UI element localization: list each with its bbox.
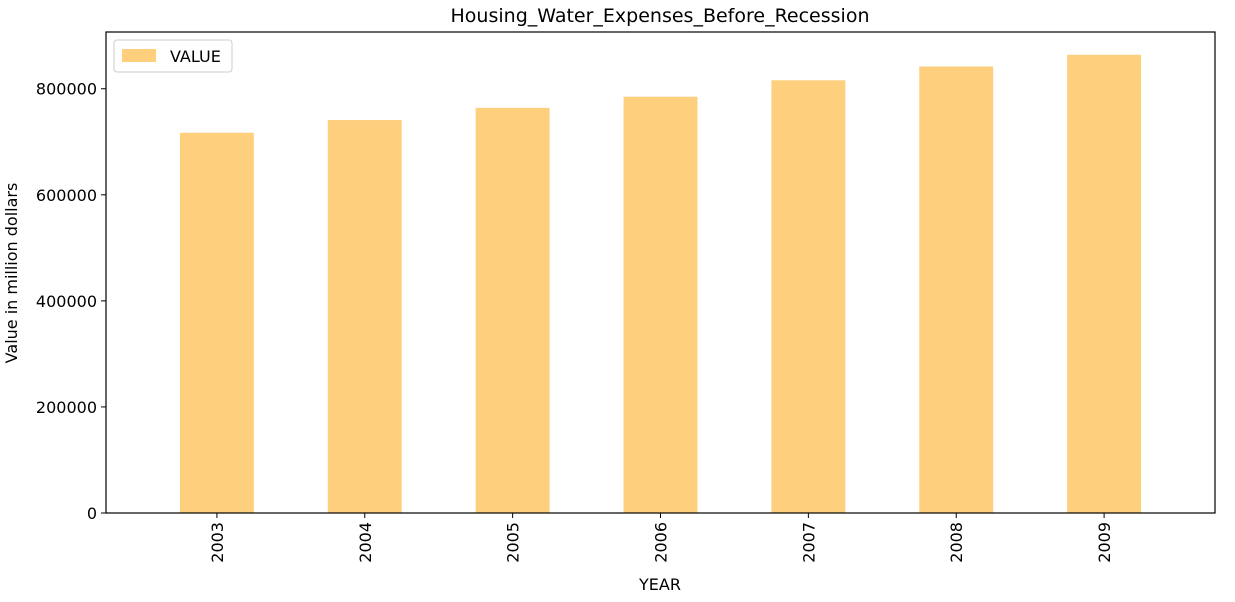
- bar-2008: [919, 66, 994, 514]
- bar-2007: [771, 80, 846, 513]
- x-tick-label: 2005: [504, 522, 523, 563]
- y-axis-label: Value in million dollars: [2, 183, 21, 364]
- x-tick-label: 2009: [1095, 522, 1114, 563]
- bar-2003: [179, 132, 254, 513]
- legend-label: VALUE: [170, 47, 221, 66]
- y-tick-label: 200000: [36, 398, 97, 417]
- bar-2006: [623, 96, 698, 513]
- x-axis-label: YEAR: [638, 575, 681, 594]
- x-tick-label: 2003: [208, 522, 227, 563]
- bar-2004: [327, 120, 402, 513]
- y-tick-label: 600000: [36, 186, 97, 205]
- x-axis-ticks: 2003 2004 2005 2006 2007 2008 2009: [208, 513, 1114, 563]
- bars-group: [179, 54, 1142, 514]
- x-tick-label: 2004: [356, 522, 375, 563]
- x-tick-label: 2008: [947, 522, 966, 563]
- y-tick-label: 800000: [36, 80, 97, 99]
- y-tick-label: 400000: [36, 292, 97, 311]
- legend: VALUE: [113, 39, 233, 73]
- x-tick-label: 2006: [652, 522, 671, 563]
- plot-area-frame: [105, 31, 1216, 514]
- legend-swatch: [122, 49, 156, 62]
- y-axis-ticks: 0 200000 400000 600000 800000: [36, 80, 106, 523]
- legend-frame: [113, 39, 233, 73]
- bar-2005: [475, 107, 550, 513]
- bar-2009: [1067, 54, 1142, 514]
- x-tick-label: 2007: [799, 522, 818, 563]
- y-tick-label: 0: [87, 504, 97, 523]
- chart-title: Housing_Water_Expenses_Before_Recession: [451, 5, 870, 27]
